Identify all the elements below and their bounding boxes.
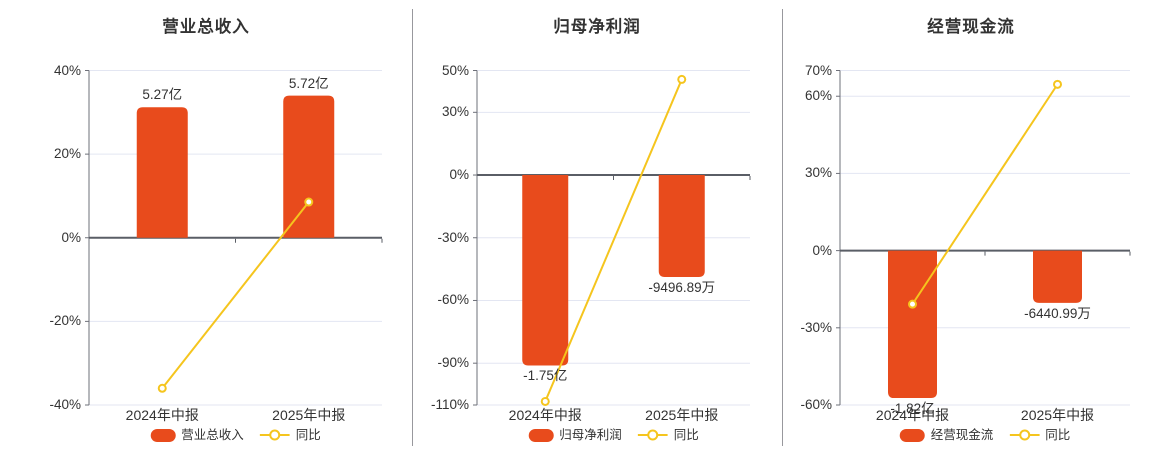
- yoy-line: [544, 79, 683, 402]
- panel-divider: [782, 9, 783, 446]
- bar-2025年中报[interactable]: [658, 175, 705, 278]
- bar-series-swatch-icon: [899, 428, 925, 442]
- chart-plot: [836, 70, 1131, 406]
- bar-value-label: -1.75亿: [523, 368, 568, 384]
- yoy-point-2025年中报[interactable]: [677, 74, 687, 84]
- y-axis-tick-label: -110%: [430, 397, 469, 412]
- yoy-point-2025年中报[interactable]: [304, 197, 314, 207]
- chart-panel-revenue: 营业总收入 40% 20% 0% -20% -40% 2024年中报 2025年中报 5.27亿…: [0, 0, 412, 450]
- legend-yoy-label: 同比: [673, 428, 699, 442]
- y-axis-tick-label: 30%: [804, 165, 832, 181]
- y-axis-tick-label: -30%: [437, 229, 469, 245]
- y-axis-tick-label: 0%: [61, 229, 81, 245]
- yoy-line-marker-icon: [259, 428, 290, 442]
- chart-panel-cash-flow: 经营现金流 70% 60% 30% 0% -30% -60% 2024年中报 2025年中报 -1…: [782, 0, 1160, 450]
- legend-item-yoy-series[interactable]: 同比: [259, 428, 321, 442]
- legend-item-bar-series[interactable]: 归母净利润: [528, 428, 622, 442]
- y-axis-tick-label: 0%: [812, 242, 832, 258]
- legend-item-bar-series[interactable]: 营业总收入: [150, 428, 244, 442]
- y-axis-tick-label: -20%: [49, 313, 81, 329]
- x-axis-category-label: 2025年中报: [1020, 407, 1095, 423]
- y-axis-tick-label: 40%: [53, 62, 81, 78]
- legend-bar-series-label: 经营现金流: [930, 428, 994, 442]
- chart-title: 经营现金流: [927, 18, 1015, 36]
- y-axis-tick-label: 20%: [53, 146, 81, 162]
- bar-2025年中报[interactable]: [283, 95, 335, 238]
- panel-divider: [412, 9, 413, 446]
- legend-item-yoy-series[interactable]: 同比: [1009, 428, 1070, 442]
- yoy-line: [911, 83, 1059, 305]
- x-axis-category-label: 2024年中报: [508, 407, 582, 423]
- chart-plot: [473, 70, 751, 406]
- y-axis-tick-label: 30%: [441, 104, 469, 120]
- y-axis-tick-label: -30%: [800, 319, 832, 335]
- y-axis-tick-label: -60%: [800, 397, 832, 412]
- chart-title: 营业总收入: [162, 18, 250, 36]
- y-axis-tick-label: 0%: [449, 167, 469, 183]
- bar-2025年中报[interactable]: [1033, 250, 1082, 303]
- legend-bar-series-label: 营业总收入: [181, 428, 244, 442]
- bar-value-label: -9496.89万: [648, 280, 716, 296]
- x-axis-category-label: 2025年中报: [645, 407, 719, 423]
- chart-plot: [85, 70, 383, 406]
- legend-bar-series-label: 归母净利润: [559, 428, 622, 442]
- bar-2024年中报[interactable]: [522, 175, 569, 366]
- legend-item-yoy-series[interactable]: 同比: [637, 428, 699, 442]
- bar-value-label: 5.27亿: [142, 87, 183, 103]
- bar-series-swatch-icon: [528, 428, 554, 442]
- yoy-point-2024年中报[interactable]: [908, 299, 917, 309]
- yoy-point-2024年中报[interactable]: [540, 396, 550, 406]
- y-axis-tick-label: -60%: [437, 292, 469, 308]
- legend: 归母净利润 同比: [528, 428, 699, 442]
- bar-value-label: -6440.99万: [1024, 305, 1091, 321]
- bar-2024年中报[interactable]: [136, 107, 188, 238]
- x-axis-category-label: 2024年中报: [125, 407, 199, 423]
- legend-item-bar-series[interactable]: 经营现金流: [899, 428, 994, 442]
- bar-value-label: 5.72亿: [288, 75, 329, 91]
- legend-yoy-label: 同比: [295, 428, 321, 442]
- chart-title: 归母净利润: [553, 18, 641, 36]
- y-axis-tick-label: 50%: [441, 62, 469, 78]
- y-axis-tick-label: 60%: [804, 88, 832, 104]
- legend: 经营现金流 同比: [899, 428, 1070, 442]
- yoy-line-marker-icon: [1009, 428, 1040, 442]
- yoy-line-marker-icon: [637, 428, 668, 442]
- x-axis-category-label: 2024年中报: [875, 407, 950, 423]
- y-axis-tick-label: -40%: [49, 397, 81, 412]
- bar-value-label: -1.82亿: [890, 401, 935, 417]
- yoy-line: [161, 201, 310, 389]
- bar-2024年中报[interactable]: [888, 250, 937, 399]
- legend: 营业总收入 同比: [150, 428, 321, 442]
- yoy-point-2024年中报[interactable]: [157, 383, 167, 393]
- yoy-point-2025年中报[interactable]: [1053, 79, 1062, 89]
- bar-series-swatch-icon: [150, 428, 176, 442]
- y-axis-tick-label: -90%: [437, 355, 469, 371]
- y-axis-tick-label: 70%: [804, 62, 832, 78]
- x-axis-category-label: 2025年中报: [272, 407, 346, 423]
- legend-yoy-label: 同比: [1045, 428, 1071, 442]
- chart-panel-net-profit: 归母净利润 50% 30% 0% -30% -60% -90% -110% 2024年中报 202…: [412, 0, 782, 450]
